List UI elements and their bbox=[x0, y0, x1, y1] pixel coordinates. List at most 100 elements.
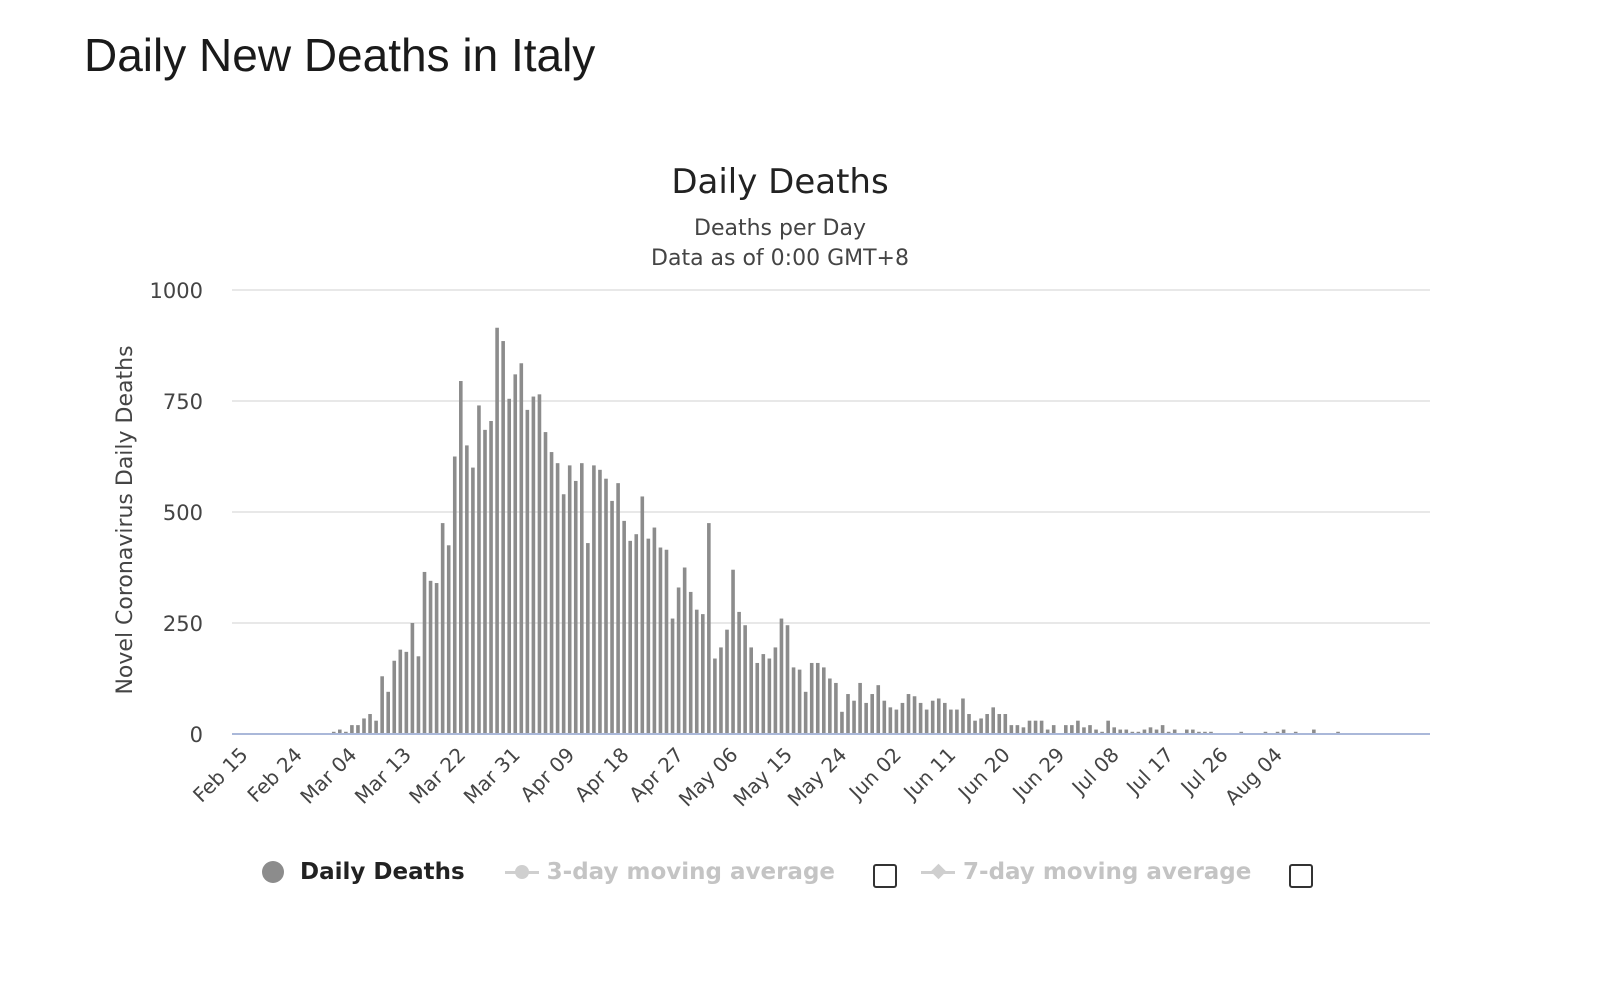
bar-series-daily-deaths bbox=[232, 327, 1430, 735]
page-title: Daily New Deaths in Italy bbox=[84, 29, 596, 81]
bar bbox=[392, 660, 397, 734]
x-tick-label: May 24 bbox=[783, 743, 852, 812]
chart-subtitle-line-2: Data as of 0:00 GMT+8 bbox=[651, 246, 909, 271]
bar bbox=[1130, 731, 1135, 734]
bar bbox=[543, 432, 548, 734]
bar bbox=[719, 647, 723, 734]
x-tick-label: Jul 08 bbox=[1066, 743, 1124, 801]
checkbox-3-day-average[interactable] bbox=[873, 864, 898, 888]
legend-dot-icon bbox=[262, 861, 284, 883]
bar bbox=[344, 731, 348, 734]
bar bbox=[912, 696, 917, 734]
bar bbox=[531, 396, 536, 734]
x-tick-label: Jun 02 bbox=[843, 743, 906, 806]
bar bbox=[477, 405, 481, 734]
bar bbox=[1076, 720, 1080, 734]
bar bbox=[664, 549, 669, 734]
bar bbox=[398, 649, 403, 734]
bar bbox=[809, 662, 814, 734]
bar bbox=[489, 420, 493, 734]
bar bbox=[1263, 731, 1268, 734]
bar bbox=[434, 583, 439, 734]
bar bbox=[822, 667, 826, 734]
bar bbox=[501, 341, 505, 734]
bar bbox=[1209, 731, 1213, 734]
legend-item-3-day-average[interactable]: 3-day moving average bbox=[504, 859, 835, 885]
y-tick-label: 1000 bbox=[150, 279, 203, 303]
x-tick-label: Mar 22 bbox=[404, 743, 470, 809]
checkbox-7-day-average[interactable] bbox=[1289, 864, 1314, 888]
bar bbox=[1051, 725, 1056, 734]
bar bbox=[404, 651, 409, 734]
bar bbox=[1136, 731, 1141, 734]
bar bbox=[870, 694, 874, 734]
bar bbox=[767, 658, 772, 734]
x-tick-label: Apr 09 bbox=[515, 743, 579, 807]
x-tick-label: Feb 15 bbox=[188, 743, 253, 808]
bar bbox=[755, 662, 760, 734]
y-axis-ticks: 0 250 500 750 1000 bbox=[150, 279, 203, 747]
bar bbox=[1070, 725, 1074, 734]
bar bbox=[628, 540, 632, 734]
bar bbox=[815, 662, 820, 734]
bar bbox=[513, 374, 518, 734]
bar bbox=[773, 647, 778, 734]
bar bbox=[961, 698, 965, 734]
bar bbox=[386, 691, 390, 734]
legend-item-7-day-average[interactable]: 7-day moving average bbox=[921, 859, 1251, 885]
bar bbox=[785, 625, 790, 734]
bar bbox=[592, 465, 596, 734]
bar bbox=[410, 623, 415, 734]
bar bbox=[779, 618, 784, 734]
chart-legend: Daily Deaths 3-day moving average 7-day … bbox=[262, 852, 1314, 892]
bar bbox=[646, 538, 651, 734]
bar bbox=[1336, 731, 1340, 734]
bar bbox=[725, 629, 729, 734]
bar bbox=[652, 527, 657, 734]
bar bbox=[567, 465, 572, 734]
bar bbox=[858, 682, 862, 734]
bar bbox=[368, 714, 372, 734]
bar bbox=[731, 569, 735, 734]
bar bbox=[519, 363, 524, 734]
bar bbox=[580, 463, 584, 734]
bar bbox=[1015, 725, 1020, 734]
bar bbox=[676, 587, 681, 734]
bar bbox=[701, 614, 705, 734]
bar bbox=[495, 327, 499, 734]
grid-lines bbox=[232, 289, 1430, 624]
bar bbox=[362, 718, 366, 734]
bar bbox=[694, 609, 699, 734]
bar bbox=[876, 685, 881, 734]
bar bbox=[471, 467, 475, 734]
bar bbox=[616, 483, 620, 734]
bar bbox=[906, 694, 911, 734]
bar bbox=[1009, 725, 1014, 734]
bar bbox=[1112, 727, 1116, 734]
bar bbox=[610, 500, 614, 734]
bar bbox=[955, 709, 959, 734]
x-tick-label: Feb 24 bbox=[242, 743, 307, 808]
chart-title: Daily Deaths bbox=[671, 162, 888, 202]
bar bbox=[507, 398, 511, 734]
bar bbox=[979, 718, 983, 734]
bar bbox=[380, 676, 384, 734]
bar bbox=[1197, 731, 1201, 734]
bar bbox=[1293, 731, 1298, 734]
x-tick-label: Mar 31 bbox=[459, 743, 525, 809]
bar bbox=[882, 700, 887, 734]
bar bbox=[446, 545, 451, 734]
bar bbox=[1033, 720, 1038, 734]
legend-item-daily-deaths[interactable]: Daily Deaths bbox=[262, 859, 465, 885]
bar bbox=[1124, 729, 1129, 734]
bar bbox=[428, 580, 433, 734]
y-tick-label: 750 bbox=[163, 390, 203, 414]
bar bbox=[791, 667, 796, 734]
x-tick-label: Aug 04 bbox=[1220, 743, 1287, 810]
bar bbox=[1203, 731, 1207, 734]
bar bbox=[422, 571, 427, 734]
bar bbox=[465, 445, 469, 734]
bar bbox=[1275, 731, 1280, 734]
bar bbox=[834, 682, 838, 734]
bar bbox=[586, 543, 590, 734]
